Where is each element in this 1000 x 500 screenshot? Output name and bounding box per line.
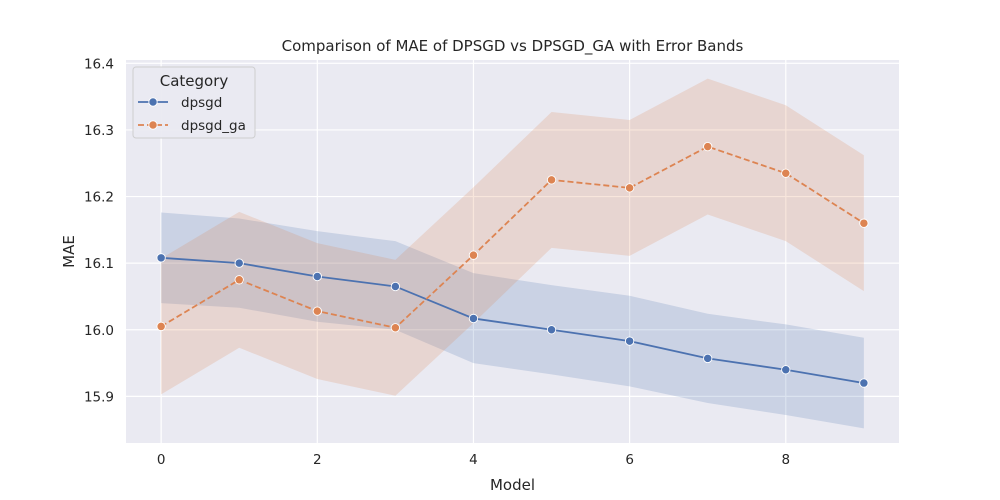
data-point-dpsgd-ga: [859, 218, 869, 228]
data-point-dpsgd-ga: [781, 168, 791, 178]
data-point-dpsgd: [468, 313, 479, 324]
error-band-dpsgd: [161, 212, 864, 429]
x-tick-label: 8: [781, 452, 790, 468]
data-point-dpsgd: [859, 378, 869, 388]
data-point-dpsgd: [312, 271, 322, 282]
series-lines: [160, 145, 865, 384]
y-tick-label: 16.2: [84, 190, 114, 206]
data-point-dpsgd: [781, 365, 791, 375]
data-point-dpsgd: [624, 336, 635, 346]
data-point-dpsgd-ga: [468, 250, 479, 260]
legend: Category dpsgd dpsgd_ga: [132, 66, 256, 139]
x-tick-label: 2: [313, 452, 322, 468]
series-points: [156, 141, 869, 388]
data-point-dpsgd-ga: [312, 306, 322, 316]
y-tick-label: 16.0: [84, 323, 114, 339]
legend-box: [132, 66, 256, 139]
legend-label-dpsgd: dpsgd: [181, 95, 222, 111]
data-point-dpsgd: [234, 258, 244, 268]
chart-title: Comparison of MAE of DPSGD vs DPSGD_GA w…: [282, 37, 744, 56]
x-tick-label: 6: [625, 452, 634, 468]
data-point-dpsgd-ga: [156, 321, 166, 332]
legend-marker-dpsgd: [148, 97, 158, 107]
x-axis-label: Model: [490, 476, 535, 494]
data-point-dpsgd: [156, 253, 166, 263]
series-line-dpsgd: [161, 256, 865, 384]
y-axis-label: MAE: [60, 235, 78, 268]
data-point-dpsgd: [390, 281, 401, 292]
data-point-dpsgd: [703, 353, 713, 364]
y-tick-label: 16.3: [84, 123, 114, 139]
data-point-dpsgd-ga: [546, 175, 557, 185]
data-point-dpsgd-ga: [234, 275, 244, 285]
x-tick-labels: 0 2 4 6 8: [157, 452, 790, 468]
y-tick-labels: 15.9 16.0 16.1 16.2 16.3 16.4: [84, 56, 114, 405]
series-line-dpsgd-ga: [160, 145, 865, 329]
data-point-dpsgd-ga: [624, 183, 635, 193]
y-tick-label: 16.1: [84, 256, 114, 272]
data-point-dpsgd-ga: [390, 323, 401, 333]
legend-title: Category: [160, 72, 229, 90]
data-point-dpsgd-ga: [703, 141, 713, 152]
legend-label-dpsgd-ga: dpsgd_ga: [181, 118, 246, 134]
y-tick-label: 15.9: [84, 389, 114, 405]
legend-marker-dpsgd-ga: [148, 120, 158, 130]
data-point-dpsgd: [546, 325, 557, 335]
x-tick-label: 4: [469, 452, 478, 468]
y-tick-label: 16.4: [84, 56, 114, 72]
x-tick-label: 0: [157, 452, 166, 468]
